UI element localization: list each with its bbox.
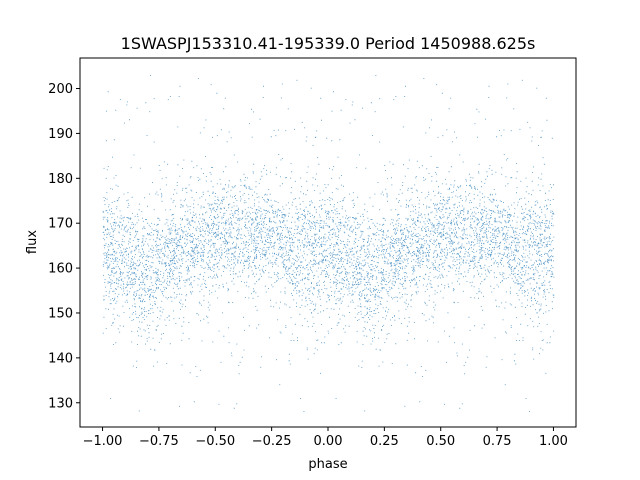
x-tick-label: 0.25 [370, 434, 399, 449]
y-tick-label: 180 [48, 172, 73, 187]
x-tick-label: 0.00 [314, 434, 343, 449]
x-tick-label: −0.50 [195, 434, 235, 449]
x-tick-label: 0.75 [483, 434, 512, 449]
chart-title: 1SWASPJ153310.41-195339.0 Period 1450988… [121, 34, 536, 53]
y-tick-label: 160 [48, 262, 73, 277]
x-tick-label: −0.25 [252, 434, 292, 449]
x-axis-label: phase [308, 457, 347, 472]
x-axis: −1.00 −0.75 −0.50 −0.25 0.00 0.25 0.50 0.75 1.00 [83, 427, 568, 449]
y-tick-label: 150 [48, 306, 73, 321]
y-tick-label: 170 [48, 217, 73, 232]
x-tick-label: 1.00 [539, 434, 568, 449]
y-tick-label: 140 [48, 351, 73, 366]
y-axis-label: flux [25, 230, 40, 254]
x-tick-label: −1.00 [83, 434, 123, 449]
x-tick-label: −0.75 [139, 434, 179, 449]
y-tick-label: 130 [48, 396, 73, 411]
y-axis: 130 140 150 160 170 180 190 200 [48, 82, 80, 411]
x-tick-label: 0.50 [426, 434, 455, 449]
y-tick-label: 190 [48, 127, 73, 142]
y-tick-label: 200 [48, 82, 73, 97]
